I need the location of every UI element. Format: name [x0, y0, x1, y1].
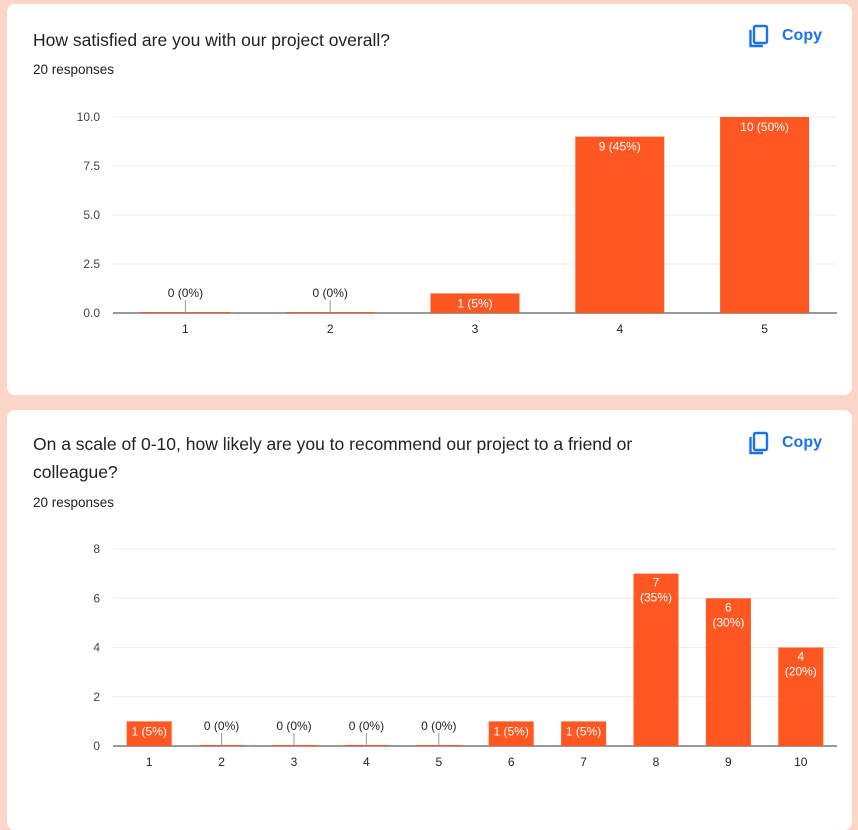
y-tick-label: 6 [93, 591, 100, 605]
data-label: 0 (0%) [204, 719, 239, 733]
x-tick-label: 5 [435, 755, 442, 769]
x-tick-label: 8 [653, 755, 660, 769]
x-tick-label: 2 [327, 322, 334, 336]
x-tick-label: 4 [363, 755, 370, 769]
data-label: 0 (0%) [313, 286, 348, 300]
data-label: 1 (5%) [494, 724, 529, 738]
data-label: 0 (0%) [168, 286, 203, 300]
data-label: (30%) [712, 615, 744, 629]
x-tick-label: 3 [472, 322, 479, 336]
x-tick-label: 7 [580, 755, 587, 769]
bar [575, 137, 664, 313]
data-label: 7 [653, 576, 660, 590]
x-tick-label: 1 [146, 755, 153, 769]
data-label: (20%) [785, 665, 817, 679]
x-tick-label: 3 [291, 755, 298, 769]
recommend-bar-chart: 0 2 4 6 8 1 1 (5%) 2 0 (0%) 3 0 (0%) 4 0 (0%) 5 0 (0%)… [7, 410, 852, 823]
x-tick-label: 6 [508, 755, 515, 769]
question-card-recommend: On a scale of 0-10, how likely are you t… [7, 410, 852, 830]
data-label: 0 (0%) [276, 719, 311, 733]
data-label: 9 (45%) [599, 140, 641, 154]
y-tick-label: 8 [93, 542, 100, 556]
y-tick-label: 4 [93, 641, 100, 655]
data-label: 1 (5%) [457, 296, 492, 310]
x-tick-label: 1 [182, 322, 189, 336]
data-label: 0 (0%) [421, 719, 456, 733]
satisfaction-bar-chart: 0.0 2.5 5.0 7.5 10.0 1 0 (0%) 2 0 (0%) 3 1 (5%) 4 9 … [7, 4, 852, 395]
y-tick-label: 2 [93, 690, 100, 704]
data-label: (35%) [640, 591, 672, 605]
y-tick-label: 0 [93, 739, 100, 753]
y-tick-label: 10.0 [77, 110, 101, 124]
x-tick-label: 5 [761, 322, 768, 336]
x-tick-label: 4 [616, 322, 623, 336]
question-card-satisfaction: How satisfied are you with our project o… [7, 4, 852, 395]
data-label: 4 [797, 650, 804, 664]
y-tick-label: 2.5 [83, 257, 100, 271]
data-label: 0 (0%) [349, 719, 384, 733]
y-tick-label: 7.5 [83, 159, 100, 173]
y-tick-label: 5.0 [83, 208, 100, 222]
data-label: 1 (5%) [566, 724, 601, 738]
bar [720, 117, 809, 313]
x-tick-label: 9 [725, 755, 732, 769]
data-label: 10 (50%) [740, 120, 789, 134]
x-tick-label: 2 [218, 755, 225, 769]
y-tick-label: 0.0 [83, 306, 100, 320]
x-tick-label: 10 [794, 755, 808, 769]
data-label: 1 (5%) [132, 724, 167, 738]
data-label: 6 [725, 600, 732, 614]
